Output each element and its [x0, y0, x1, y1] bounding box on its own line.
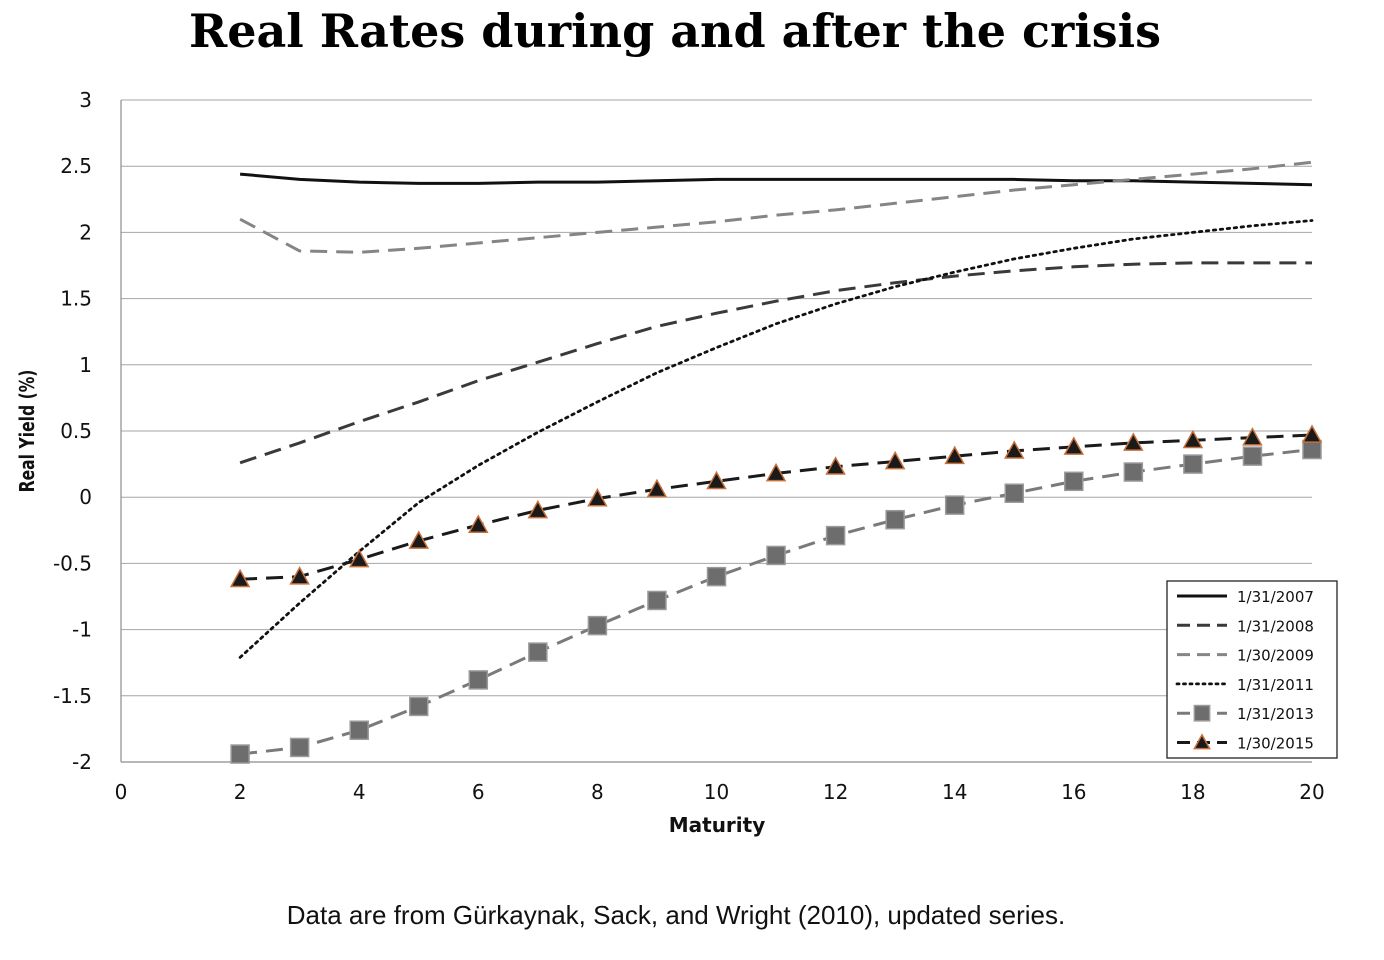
data-point-square [944, 495, 965, 515]
axes [120, 100, 1312, 763]
data-point-square [587, 615, 608, 636]
data-point-square [706, 566, 727, 587]
x-tick-label: 2 [234, 780, 247, 804]
data-point-square [1193, 704, 1211, 722]
series-markers [229, 424, 1323, 764]
data-point-square [766, 545, 786, 566]
chart-title: Real Rates during and after the crisis [189, 4, 1161, 58]
data-point-triangle [1182, 429, 1204, 449]
data-point-square [1123, 462, 1144, 482]
data-point-triangle [468, 514, 489, 533]
legend-label: 1/31/2011 [1237, 676, 1314, 694]
data-point-triangle [765, 462, 787, 482]
data-point-square [409, 696, 429, 717]
data-point-triangle [646, 478, 668, 498]
legend-label: 1/30/2009 [1237, 647, 1314, 665]
y-tick-label: -1 [72, 618, 92, 642]
data-point-triangle [289, 566, 310, 585]
data-point-square [230, 744, 250, 764]
data-point-triangle [1063, 436, 1085, 455]
x-tick-label: 8 [591, 780, 604, 804]
y-tick-label: 0 [79, 485, 92, 509]
data-point-square [1302, 439, 1322, 460]
data-point-square [528, 642, 548, 662]
x-tick-label: 20 [1299, 780, 1324, 804]
series-line [239, 448, 1313, 756]
data-point-triangle [1003, 440, 1025, 459]
data-point-triangle [706, 470, 727, 490]
x-tick-label: 14 [942, 780, 967, 804]
data-point-triangle [587, 487, 608, 507]
data-point-triangle [1193, 733, 1211, 750]
x-tick-label: 12 [823, 780, 848, 804]
y-tick-label: -0.5 [53, 551, 92, 575]
x-tick-label: 16 [1061, 780, 1086, 804]
y-tick-label: 2.5 [60, 154, 92, 178]
data-point-square [1004, 483, 1024, 503]
y-tick-labels: -2 -1.5 -1 -0.5 0 0.5 1 1.5 2 2.5 3 [53, 88, 92, 774]
data-point-square [647, 590, 667, 611]
x-tick-label: 4 [353, 780, 366, 804]
data-point-square [289, 737, 310, 758]
data-point-triangle [825, 456, 846, 475]
data-point-triangle [229, 568, 251, 588]
x-tick-label: 10 [704, 780, 729, 804]
legend-label: 1/31/2013 [1237, 705, 1314, 723]
y-tick-label: 0.5 [60, 419, 92, 443]
data-point-triangle [884, 450, 906, 470]
x-tick-label: 6 [472, 780, 485, 804]
series-line [238, 219, 1314, 659]
data-point-triangle [1123, 432, 1144, 451]
legend: 1/31/2007 1/31/2008 1/30/2009 1/31/2011 1/31… [1166, 580, 1338, 759]
y-tick-label: 3 [79, 88, 92, 112]
data-point-triangle [348, 548, 370, 568]
legend-label: 1/31/2008 [1237, 617, 1314, 635]
series-line [239, 172, 1313, 187]
y-tick-label: -1.5 [53, 684, 92, 708]
legend-label: 1/30/2015 [1237, 735, 1314, 753]
gridlines [121, 99, 1312, 763]
data-point-triangle [944, 445, 965, 465]
x-axis-label: Maturity [669, 813, 766, 837]
legend-label: 1/31/2007 [1237, 588, 1314, 606]
data-point-square [349, 720, 369, 740]
x-tick-labels: 0 2 4 6 8 10 12 14 16 18 20 [115, 780, 1325, 804]
data-point-triangle [1242, 427, 1263, 446]
data-point-triangle [1301, 424, 1323, 443]
data-point-square [1183, 454, 1203, 474]
data-point-triangle [527, 499, 549, 519]
data-point-square [825, 525, 846, 546]
data-point-square [1064, 471, 1084, 492]
data-point-triangle [408, 530, 430, 549]
caption: Data are from Gürkaynak, Sack, and Wrigh… [286, 900, 1066, 930]
line-chart: -2 -1.5 -1 -0.5 0 0.5 1 1.5 2 2.5 3 0 2 4 6 8 10 12 14 16 1… [16, 88, 1338, 837]
x-tick-label: 18 [1180, 780, 1205, 804]
data-point-square [1242, 446, 1263, 466]
series-line [239, 261, 1312, 465]
legend-box [1166, 580, 1338, 759]
x-tick-label: 0 [115, 780, 128, 804]
y-tick-label: -2 [72, 750, 92, 774]
data-point-square [468, 670, 489, 690]
data-point-square [885, 509, 905, 530]
series-lines [238, 160, 1314, 756]
y-axis-label: Real Yield (%) [16, 370, 39, 493]
series-line [239, 160, 1313, 254]
y-tick-label: 1.5 [60, 287, 92, 311]
y-tick-label: 2 [79, 220, 92, 244]
y-tick-label: 1 [79, 353, 92, 377]
